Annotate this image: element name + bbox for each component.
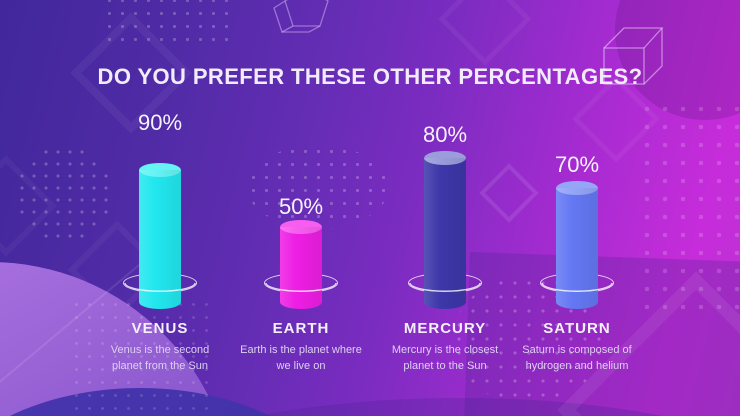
- category-description: Earth is the planet where we live on: [240, 344, 362, 372]
- slide-title: DO YOU PREFER THESE OTHER PERCENTAGES?: [97, 63, 643, 89]
- bar-value-label: 50%: [278, 194, 324, 219]
- category-description: Venus is the second planet from the Sun: [110, 344, 210, 372]
- cylinder-top: [280, 220, 322, 234]
- bar-value-label: 80%: [422, 122, 468, 147]
- chart-column-saturn: 70% SATURN Saturn is composed of hydroge…: [497, 0, 657, 416]
- bar-cylinder-mercury: [424, 151, 466, 309]
- chart-column-mercury: 80% MERCURY Mercury is the closest plane…: [365, 0, 525, 416]
- bar-cylinder-saturn: [556, 181, 598, 309]
- bar-ring-front-arc: [265, 282, 337, 292]
- bar-value-label: 90%: [137, 110, 183, 135]
- bar-cylinder-earth: [280, 220, 322, 309]
- cylinder-top: [556, 181, 598, 195]
- category-label: SATURN: [543, 320, 611, 337]
- category-description: Saturn is composed of hydrogen and heliu…: [522, 344, 632, 372]
- bar-ring-front-arc: [409, 282, 481, 292]
- cylinder-top: [424, 151, 466, 165]
- chart-column-earth: 50% EARTH Earth is the planet where we l…: [221, 0, 381, 416]
- bar-ring-front-arc: [541, 282, 613, 292]
- category-label: EARTH: [272, 320, 330, 337]
- chart-column-venus: 90% VENUS Venus is the second planet fro…: [80, 0, 240, 416]
- bar-ring-front-arc: [124, 282, 196, 292]
- category-label: MERCURY: [403, 320, 487, 337]
- diamond-outline: [0, 155, 57, 257]
- category-description: Mercury is the closest planet to the Sun: [391, 344, 499, 372]
- cylinder-top: [139, 163, 181, 177]
- bar-value-label: 70%: [554, 152, 600, 177]
- category-label: VENUS: [131, 320, 189, 337]
